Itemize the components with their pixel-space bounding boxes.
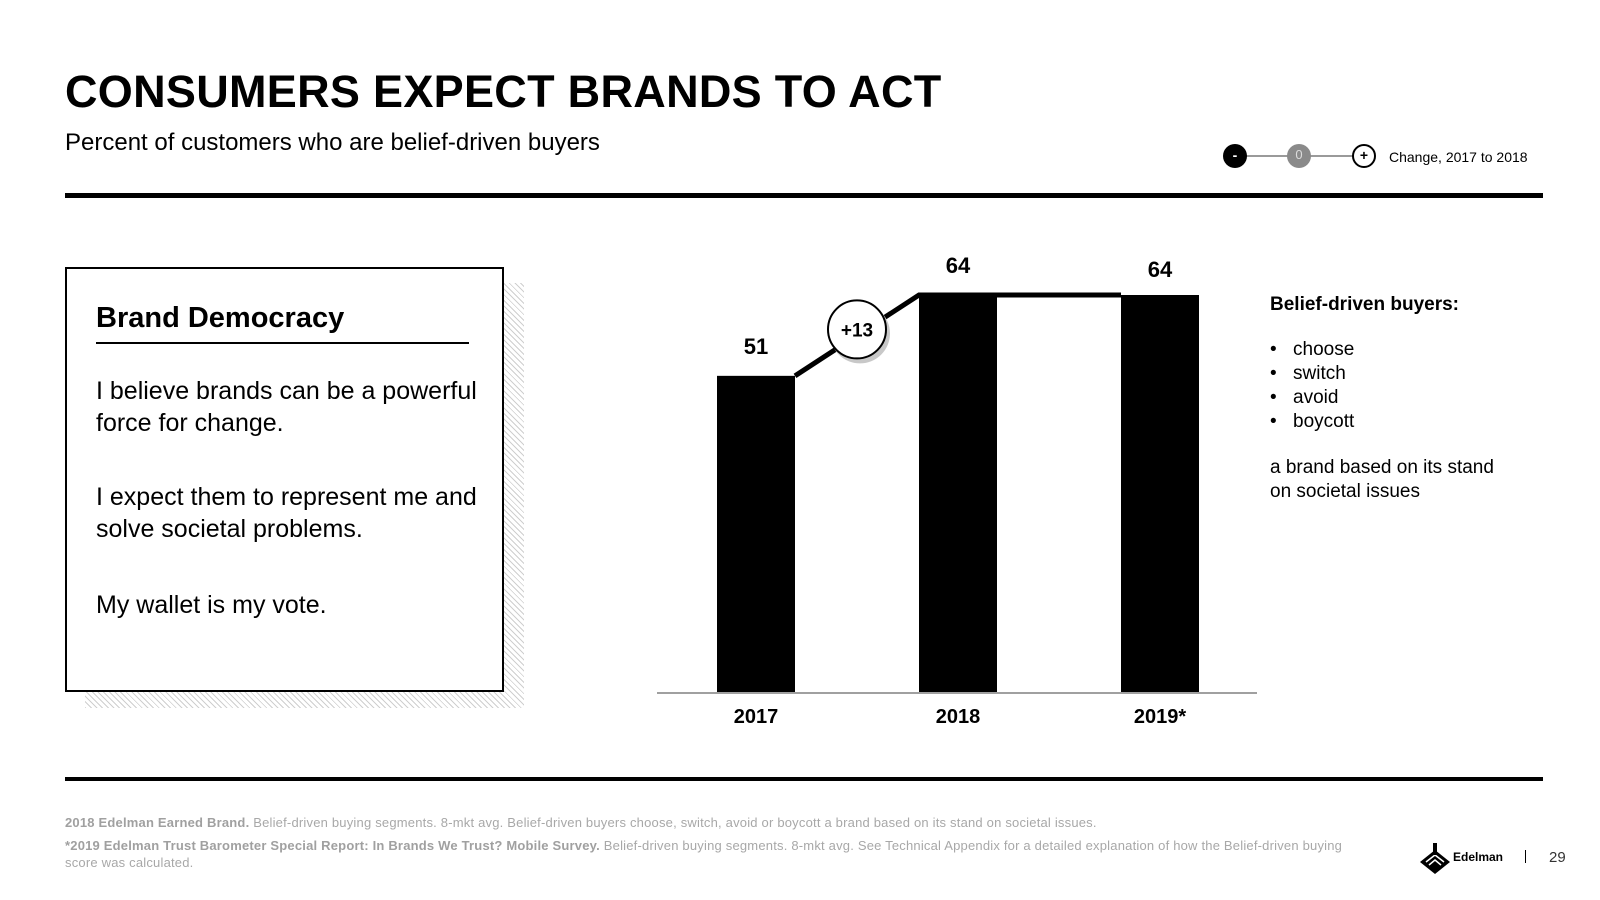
footnote-source: *2019 Edelman Trust Barometer Special Re…: [65, 838, 600, 853]
footnote-text: Belief-driven buying segments. 8-mkt avg…: [249, 815, 1097, 830]
bar-2017: [717, 375, 795, 693]
page-separator: [1525, 850, 1526, 863]
brand-democracy-card: Brand Democracy I believe brands can be …: [65, 267, 504, 692]
side-list: choose switch avoid boycott: [1270, 338, 1570, 434]
list-item: choose: [1270, 338, 1570, 362]
edelman-logo-icon: [1420, 843, 1450, 874]
bottom-divider: [65, 777, 1543, 781]
legend-plus-icon: +: [1352, 144, 1376, 168]
change-connector-line: [793, 292, 1121, 378]
top-divider: [65, 193, 1543, 198]
side-heading: Belief-driven buyers:: [1270, 294, 1459, 315]
card-paragraph: I believe brands can be a powerful force…: [96, 377, 477, 437]
legend-minus-icon: -: [1223, 144, 1247, 168]
belief-driven-panel: Belief-driven buyers: choose switch avoi…: [1270, 294, 1570, 504]
legend-zero-icon: 0: [1287, 144, 1311, 168]
list-item: avoid: [1270, 386, 1570, 410]
logo-text: Edelman: [1453, 850, 1504, 864]
card-paragraph: I expect them to represent me and solve …: [96, 483, 477, 543]
page-number: 29: [1549, 849, 1566, 866]
change-label: +13: [841, 320, 873, 341]
card-underline: [96, 342, 469, 344]
footnotes: 2018 Edelman Earned Brand. Belief-driven…: [65, 814, 1365, 871]
tick-label: 2019*: [1134, 706, 1186, 728]
card-heading: Brand Democracy: [96, 302, 345, 334]
tick-label: 2017: [734, 706, 779, 728]
change-bubble: [827, 299, 887, 360]
legend-label: Change, 2017 to 2018: [1389, 149, 1528, 165]
bar-2019: [1121, 295, 1199, 693]
change-legend: - 0 + Change, 2017 to 2018: [1222, 141, 1582, 171]
bar-2018: [919, 295, 997, 693]
footnote-text: Belief-driven buying segments. 8-mkt avg…: [65, 838, 1343, 870]
data-label: 64: [946, 253, 971, 278]
tick-label: 2018: [936, 706, 981, 728]
list-item: boycott: [1270, 410, 1570, 434]
side-description: a brand based on its stand on societal i…: [1270, 457, 1494, 502]
data-label: 64: [1148, 257, 1173, 282]
footnote-source: 2018 Edelman Earned Brand.: [65, 815, 250, 830]
data-label: 51: [744, 334, 768, 359]
list-item: switch: [1270, 362, 1570, 386]
page-subtitle: Percent of customers who are belief-driv…: [65, 129, 600, 156]
page-title: CONSUMERS EXPECT BRANDS TO ACT: [65, 66, 942, 117]
edelman-logo: Edelman: [1418, 842, 1508, 876]
change-bubble-shadow: [830, 303, 890, 364]
footnote-1: 2018 Edelman Earned Brand. Belief-driven…: [65, 814, 1365, 831]
card-paragraph: My wallet is my vote.: [96, 591, 327, 619]
footnote-2: *2019 Edelman Trust Barometer Special Re…: [65, 837, 1355, 871]
